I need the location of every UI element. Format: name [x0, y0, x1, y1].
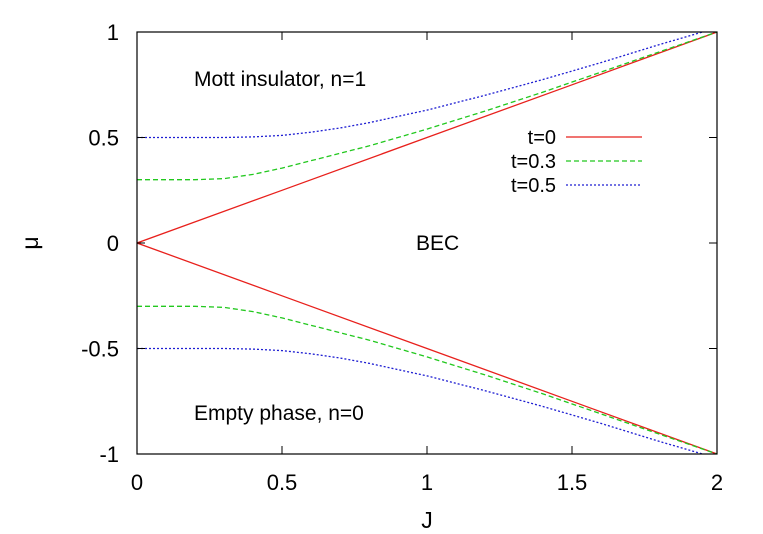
legend: t=0t=0.3t=0.5 [511, 127, 642, 197]
y-tick-label: 0 [107, 231, 119, 256]
x-tick-label: 1.5 [557, 470, 588, 495]
y-tick-label: -1 [99, 442, 119, 467]
legend-label: t=0.3 [511, 151, 556, 173]
series-line-2-upper [137, 32, 705, 139]
series-line-0-lower [137, 242, 717, 454]
series-line-1-lower [137, 305, 717, 454]
x-tick-label: 0.5 [267, 470, 298, 495]
legend-label: t=0.5 [511, 175, 556, 197]
x-tick-label: 1 [421, 470, 433, 495]
x-tick-label: 2 [711, 470, 723, 495]
annotation-mott-insulator: Mott insulator, n=1 [194, 68, 366, 91]
x-axis-label: J [421, 507, 433, 533]
annotation-bec: BEC [416, 232, 459, 255]
y-tick-label: 1 [107, 20, 119, 45]
y-axis-label: μ [17, 236, 43, 249]
series-line-0-upper [137, 32, 717, 244]
annotation-empty-phase: Empty phase, n=0 [194, 402, 364, 425]
legend-label: t=0 [528, 127, 556, 149]
y-tick-label: -0.5 [81, 337, 119, 362]
x-tick-label: 0 [131, 470, 143, 495]
series-line-1-upper [137, 32, 717, 181]
series-line-2-lower [137, 347, 705, 454]
y-tick-label: 0.5 [88, 126, 119, 151]
